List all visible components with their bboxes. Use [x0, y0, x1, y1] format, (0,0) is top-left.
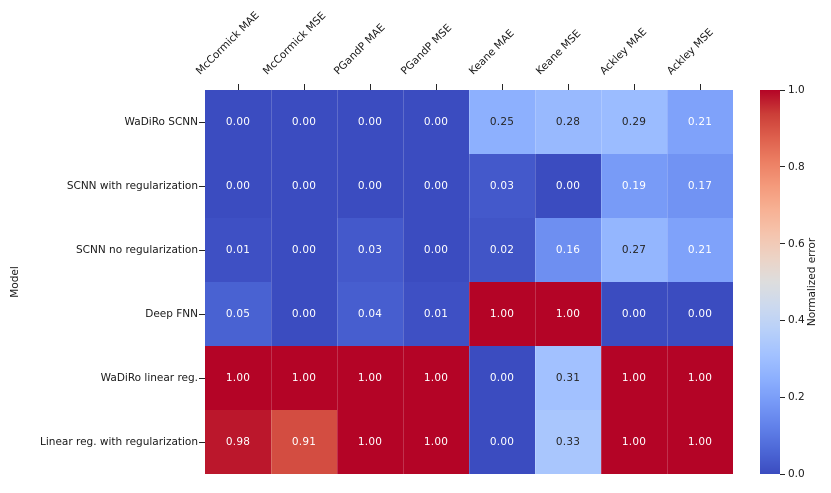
heatmap-cell: 1.00	[337, 410, 403, 474]
heatmap-cell: 0.00	[271, 218, 337, 282]
x-tick-mark	[435, 84, 437, 90]
y-tick-mark	[199, 121, 205, 123]
x-tick-mark	[699, 84, 701, 90]
heatmap-cell: 0.02	[469, 218, 535, 282]
heatmap-cell: 0.28	[535, 90, 601, 154]
heatmap-cell: 0.00	[205, 154, 271, 218]
heatmap-cell: 0.00	[403, 90, 469, 154]
y-tick-mark	[199, 313, 205, 315]
x-tick-mark	[501, 84, 503, 90]
colorbar-tick-mark	[780, 166, 785, 168]
heatmap-cell: 0.19	[601, 154, 667, 218]
y-tick-label: SCNN no regularization	[76, 244, 198, 256]
colorbar-tick-label: 0.4	[788, 314, 805, 327]
colorbar-tick-mark	[780, 396, 785, 398]
heatmap-cell: 0.21	[667, 218, 733, 282]
heatmap-cell: 1.00	[601, 346, 667, 410]
x-tick-mark	[633, 84, 635, 90]
y-tick-mark	[199, 377, 205, 379]
heatmap-cell: 0.91	[271, 410, 337, 474]
heatmap-cell: 0.27	[601, 218, 667, 282]
heatmap-cell: 0.17	[667, 154, 733, 218]
heatmap-cell: 1.00	[535, 282, 601, 346]
heatmap-cell: 0.00	[271, 154, 337, 218]
colorbar-tick-label: 0.2	[788, 391, 805, 404]
colorbar-tick-label: 0.0	[788, 468, 805, 480]
colorbar-tick-label: 0.6	[788, 237, 805, 250]
heatmap-cell: 0.00	[601, 282, 667, 346]
colorbar-tick-mark	[780, 319, 785, 321]
colorbar-gradient	[760, 90, 780, 474]
heatmap-cell: 0.03	[337, 218, 403, 282]
heatmap-cell: 0.16	[535, 218, 601, 282]
heatmap-cell: 0.01	[205, 218, 271, 282]
colorbar-tick-mark	[780, 89, 785, 91]
y-tick-label: WaDiRo SCNN	[124, 116, 198, 128]
heatmap-cell: 1.00	[205, 346, 271, 410]
y-tick-mark	[199, 441, 205, 443]
colorbar-tick-mark	[780, 243, 785, 245]
y-tick-label: SCNN with regularization	[66, 180, 198, 192]
heatmap-cell: 0.00	[337, 154, 403, 218]
colorbar-tick-label: 1.0	[788, 84, 805, 96]
heatmap-cell: 0.01	[403, 282, 469, 346]
heatmap-cell: 0.00	[403, 154, 469, 218]
heatmap-cell: 0.04	[337, 282, 403, 346]
x-tick-mark	[369, 84, 371, 90]
heatmap-cell: 0.00	[271, 282, 337, 346]
heatmap-cell: 0.00	[205, 90, 271, 154]
heatmap-cell: 1.00	[403, 346, 469, 410]
y-tick-label: Linear reg. with regularization	[40, 436, 198, 448]
heatmap-cell: 0.33	[535, 410, 601, 474]
heatmap-cell: 0.00	[535, 154, 601, 218]
heatmap-cell: 1.00	[337, 346, 403, 410]
colorbar-tick-label: 0.8	[788, 160, 805, 173]
x-tick-mark	[567, 84, 569, 90]
x-tick-mark	[237, 84, 239, 90]
heatmap-cell: 0.03	[469, 154, 535, 218]
heatmap-cell: 0.00	[403, 218, 469, 282]
y-tick-mark	[199, 249, 205, 251]
heatmap-cell: 0.98	[205, 410, 271, 474]
y-tick-mark	[199, 185, 205, 187]
heatmap-cell: 0.00	[667, 282, 733, 346]
heatmap-cell: 0.29	[601, 90, 667, 154]
heatmap-cell: 0.00	[271, 90, 337, 154]
heatmap-cell: 1.00	[601, 410, 667, 474]
colorbar-axis-label: Normalized error	[806, 237, 818, 327]
heatmap-cell: 0.05	[205, 282, 271, 346]
heatmap-cell: 0.21	[667, 90, 733, 154]
x-tick-mark	[303, 84, 305, 90]
heatmap-cell: 1.00	[403, 410, 469, 474]
heatmap-cell: 0.00	[469, 410, 535, 474]
heatmap-cell: 1.00	[469, 282, 535, 346]
heatmap-cell: 0.00	[337, 90, 403, 154]
heatmap-cell: 0.31	[535, 346, 601, 410]
heatmap-cell: 1.00	[667, 410, 733, 474]
heatmap-cell: 1.00	[667, 346, 733, 410]
heatmap-cell: 0.25	[469, 90, 535, 154]
heatmap-cell: 1.00	[271, 346, 337, 410]
heatmap-cell: 0.00	[469, 346, 535, 410]
y-tick-label: WaDiRo linear reg.	[100, 372, 198, 384]
y-tick-label: Deep FNN	[145, 308, 198, 320]
colorbar-tick-mark	[780, 473, 785, 475]
